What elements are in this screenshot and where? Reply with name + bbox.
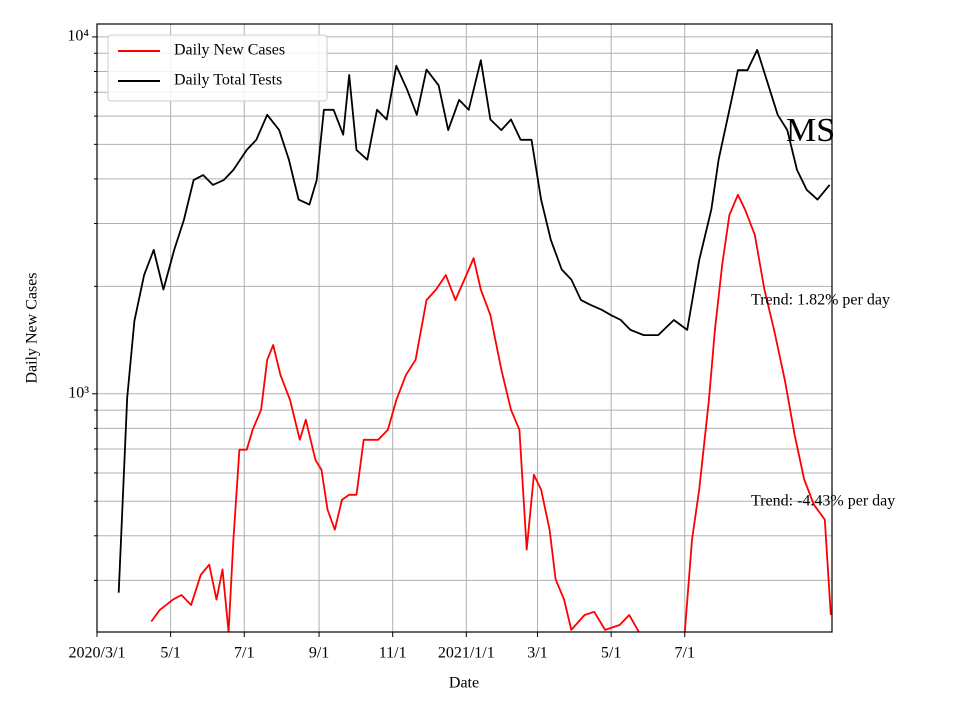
x-tick-label: 5/1 [601, 645, 621, 662]
plot-frame [96, 23, 833, 633]
x-tick-label: 7/1 [675, 645, 695, 662]
legend-label: Daily Total Tests [174, 72, 282, 89]
y-tick-label: 10⁴ [67, 28, 89, 45]
x-tick-label: 9/1 [309, 645, 329, 662]
x-tick-label: 11/1 [379, 645, 407, 662]
annotation: Trend: -4.43% per day [751, 493, 895, 510]
legend-label: Daily New Cases [174, 42, 285, 59]
x-tick-label: 5/1 [160, 645, 180, 662]
y-axis-label: Daily New Cases [24, 272, 41, 383]
x-tick-label: 3/1 [527, 645, 547, 662]
legend-box [107, 34, 328, 102]
x-tick-label: 2020/3/1 [69, 645, 126, 662]
x-tick-label: 2021/1/1 [438, 645, 495, 662]
series-line [117, 49, 831, 593]
annotation: MS [786, 112, 835, 149]
annotation: Trend: 1.82% per day [751, 292, 890, 309]
x-axis-label: Date [449, 675, 479, 692]
series-line [150, 193, 832, 632]
x-tick-label: 7/1 [234, 645, 254, 662]
y-tick-label: 10³ [68, 384, 89, 401]
